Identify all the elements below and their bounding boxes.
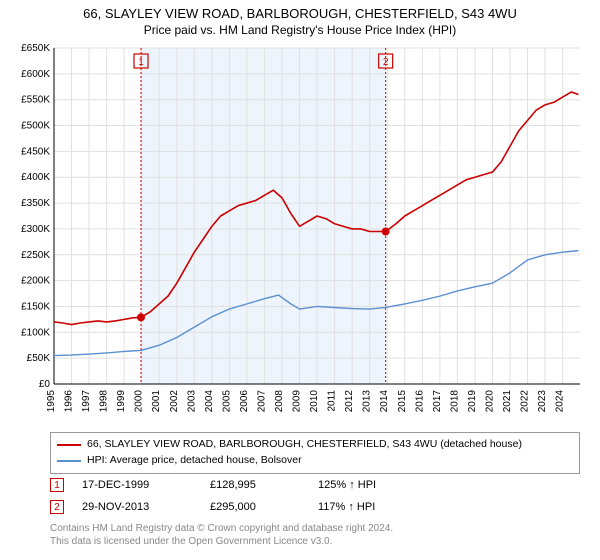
legend-row-price: 66, SLAYLEY VIEW ROAD, BARLBOROUGH, CHES… — [57, 437, 573, 453]
svg-text:£250K: £250K — [21, 250, 50, 261]
svg-text:2002: 2002 — [169, 390, 180, 413]
legend: 66, SLAYLEY VIEW ROAD, BARLBOROUGH, CHES… — [50, 432, 580, 474]
svg-text:2001: 2001 — [151, 390, 162, 413]
sales-table: 1 17-DEC-1999 £128,995 125% ↑ HPI 2 29-N… — [50, 474, 580, 518]
svg-text:2010: 2010 — [309, 390, 320, 413]
svg-text:2015: 2015 — [397, 390, 408, 413]
footer-line-1: Contains HM Land Registry data © Crown c… — [50, 522, 580, 535]
svg-text:£600K: £600K — [21, 69, 50, 80]
footer-line-2: This data is licensed under the Open Gov… — [50, 535, 580, 548]
svg-text:£100K: £100K — [21, 327, 50, 338]
svg-text:2004: 2004 — [204, 390, 215, 413]
svg-text:1997: 1997 — [81, 390, 92, 413]
legend-swatch-hpi — [57, 460, 81, 462]
svg-text:1995: 1995 — [46, 390, 57, 413]
sale-price-2: £295,000 — [210, 501, 300, 513]
title-block: 66, SLAYLEY VIEW ROAD, BARLBOROUGH, CHES… — [0, 0, 600, 37]
svg-text:£350K: £350K — [21, 198, 50, 209]
svg-text:1: 1 — [138, 57, 144, 68]
svg-text:1998: 1998 — [99, 390, 110, 413]
svg-text:£450K: £450K — [21, 146, 50, 157]
sale-date-2: 29-NOV-2013 — [82, 501, 192, 513]
svg-text:£300K: £300K — [21, 224, 50, 235]
svg-text:2019: 2019 — [467, 390, 478, 413]
sale-row-1: 1 17-DEC-1999 £128,995 125% ↑ HPI — [50, 474, 580, 496]
sale-marker-1: 1 — [50, 478, 64, 492]
svg-text:2012: 2012 — [344, 390, 355, 413]
svg-text:£200K: £200K — [21, 276, 50, 287]
chart: £0 £50K £100K £150K £200K £250K £300K £350K £400… — [10, 44, 590, 424]
title-sub: Price paid vs. HM Land Registry's House … — [0, 23, 600, 37]
svg-text:2000: 2000 — [134, 390, 145, 413]
sale-hpi-2: 117% ↑ HPI — [318, 501, 428, 513]
sale-row-2: 2 29-NOV-2013 £295,000 117% ↑ HPI — [50, 496, 580, 518]
svg-text:2018: 2018 — [449, 390, 460, 413]
legend-label-price: 66, SLAYLEY VIEW ROAD, BARLBOROUGH, CHES… — [87, 437, 522, 453]
sale-date-1: 17-DEC-1999 — [82, 479, 192, 491]
svg-text:2008: 2008 — [274, 390, 285, 413]
title-main: 66, SLAYLEY VIEW ROAD, BARLBOROUGH, CHES… — [0, 6, 600, 21]
svg-text:2016: 2016 — [414, 390, 425, 413]
svg-text:2024: 2024 — [555, 390, 566, 413]
legend-swatch-price — [57, 444, 81, 446]
svg-text:2020: 2020 — [484, 390, 495, 413]
svg-text:2022: 2022 — [520, 390, 531, 413]
svg-text:2017: 2017 — [432, 390, 443, 413]
svg-text:2005: 2005 — [221, 390, 232, 413]
svg-text:2006: 2006 — [239, 390, 250, 413]
svg-text:2014: 2014 — [379, 390, 390, 413]
sale-hpi-1: 125% ↑ HPI — [318, 479, 428, 491]
svg-text:2009: 2009 — [292, 390, 303, 413]
svg-text:1999: 1999 — [116, 390, 127, 413]
svg-text:£50K: £50K — [27, 353, 51, 364]
svg-text:£150K: £150K — [21, 301, 50, 312]
sale-marker-2: 2 — [50, 500, 64, 514]
chart-svg: £0 £50K £100K £150K £200K £250K £300K £350K £400… — [10, 44, 590, 424]
legend-row-hpi: HPI: Average price, detached house, Bols… — [57, 453, 573, 469]
svg-text:2003: 2003 — [186, 390, 197, 413]
svg-text:£550K: £550K — [21, 95, 50, 106]
svg-text:2023: 2023 — [537, 390, 548, 413]
svg-text:2013: 2013 — [362, 390, 373, 413]
sale-price-1: £128,995 — [210, 479, 300, 491]
footer-note: Contains HM Land Registry data © Crown c… — [50, 522, 580, 548]
svg-text:2: 2 — [383, 57, 389, 68]
legend-label-hpi: HPI: Average price, detached house, Bols… — [87, 453, 302, 469]
svg-text:£500K: £500K — [21, 121, 50, 132]
svg-text:£400K: £400K — [21, 172, 50, 183]
svg-text:£0: £0 — [39, 379, 51, 390]
svg-text:1996: 1996 — [64, 390, 75, 413]
svg-text:2011: 2011 — [327, 390, 338, 412]
svg-text:£650K: £650K — [21, 44, 50, 54]
chart-container: 66, SLAYLEY VIEW ROAD, BARLBOROUGH, CHES… — [0, 0, 600, 560]
svg-text:2007: 2007 — [256, 390, 267, 413]
svg-text:2021: 2021 — [502, 390, 513, 413]
